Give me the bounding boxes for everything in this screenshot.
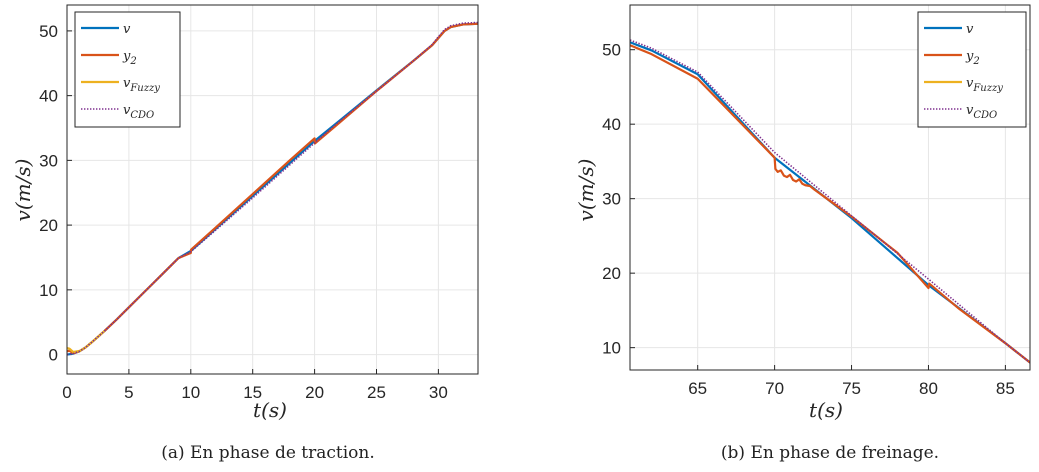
legend-label-v-cdo: vCDO bbox=[966, 103, 997, 121]
y-tick-label: 30 bbox=[39, 151, 58, 170]
chart-freinage: 65 70 75 80 851020304050vy2vFuzzyvCDOt(s)v(m… bbox=[574, 4, 1031, 463]
y-axis-label-unit: (m/s) bbox=[574, 159, 598, 211]
series-group bbox=[630, 39, 1030, 364]
legend-label-base: v bbox=[123, 22, 131, 37]
series-group bbox=[67, 21, 478, 356]
legend-label-subscript: CDO bbox=[130, 110, 154, 121]
y-tick-label: 30 bbox=[602, 190, 621, 209]
legend-label-base: v bbox=[966, 76, 974, 91]
series-line-y2 bbox=[630, 44, 1030, 364]
caption: (a) En phase de traction. bbox=[161, 443, 375, 463]
axes-box bbox=[66, 4, 479, 375]
legend-label-base: v bbox=[966, 103, 974, 118]
y-tick-label: 50 bbox=[602, 41, 621, 60]
legend-box bbox=[74, 11, 181, 128]
x-tick-label: 75 bbox=[842, 379, 861, 398]
y-axis-label-unit: (m/s) bbox=[11, 159, 35, 211]
x-axis-label-var: t bbox=[253, 398, 262, 422]
x-axis-label-unit: (s) bbox=[817, 398, 843, 422]
legend-label-base: v bbox=[123, 103, 131, 118]
legend-label-subscript: 2 bbox=[129, 56, 136, 67]
legend-label-subscript: CDO bbox=[973, 110, 997, 121]
x-tick-label: 70 bbox=[765, 379, 784, 398]
y-tick-label: 10 bbox=[39, 281, 58, 300]
y-tick-label: 50 bbox=[39, 22, 58, 41]
x-tick-label: 80 bbox=[919, 379, 938, 398]
y-axis-label-var: v bbox=[574, 209, 598, 221]
legend-label-base: v bbox=[123, 76, 131, 91]
legend-label-v-fuzzy: vFuzzy bbox=[966, 76, 1003, 94]
caption: (b) En phase de freinage. bbox=[721, 443, 939, 463]
legend-box bbox=[917, 11, 1027, 128]
y-tick-label: 40 bbox=[602, 115, 621, 134]
legend-label-subscript: Fuzzy bbox=[129, 83, 160, 94]
series-line-v-cdo bbox=[67, 21, 478, 356]
legend-label-base: y bbox=[122, 49, 131, 64]
legend-label-subscript: 2 bbox=[972, 56, 979, 67]
legend-label-v-cdo: vCDO bbox=[123, 103, 154, 121]
legend-label-y2: y2 bbox=[122, 49, 137, 67]
grid bbox=[66, 5, 478, 374]
legend-label-v: v bbox=[966, 22, 974, 37]
x-tick-label: 10 bbox=[181, 383, 200, 402]
y-axis-label: v(m/s) bbox=[11, 159, 35, 222]
x-tick-label: 85 bbox=[996, 379, 1015, 398]
y-tick-label: 20 bbox=[39, 216, 58, 235]
legend-label-v-fuzzy: vFuzzy bbox=[123, 76, 160, 94]
legend-label-base: v bbox=[966, 22, 974, 37]
x-tick-label: 20 bbox=[305, 383, 324, 402]
y-axis-label: v(m/s) bbox=[574, 159, 598, 222]
axes-box bbox=[629, 4, 1031, 371]
x-tick-label: 15 bbox=[243, 383, 262, 402]
x-axis-label-unit: (s) bbox=[261, 398, 287, 422]
legend-label-subscript: Fuzzy bbox=[972, 83, 1003, 94]
y-tick-label: 20 bbox=[602, 264, 621, 283]
legend-label-base: y bbox=[965, 49, 974, 64]
x-axis-label: t(s) bbox=[253, 398, 287, 422]
x-tick-label: 5 bbox=[124, 383, 133, 402]
y-tick-label: 0 bbox=[49, 346, 58, 365]
legend-label-y2: y2 bbox=[965, 49, 980, 67]
x-tick-label: 25 bbox=[367, 383, 386, 402]
x-axis-label: t(s) bbox=[809, 398, 843, 422]
x-tick-label: 0 bbox=[62, 383, 71, 402]
x-tick-label: 65 bbox=[688, 379, 707, 398]
x-axis-label-var: t bbox=[809, 398, 818, 422]
y-tick-label: 10 bbox=[602, 339, 621, 358]
x-tick-label: 30 bbox=[429, 383, 448, 402]
y-axis-label-var: v bbox=[11, 209, 35, 221]
series-line-v-cdo bbox=[630, 39, 1030, 364]
y-tick-label: 40 bbox=[39, 87, 58, 106]
legend-label-v: v bbox=[123, 22, 131, 37]
